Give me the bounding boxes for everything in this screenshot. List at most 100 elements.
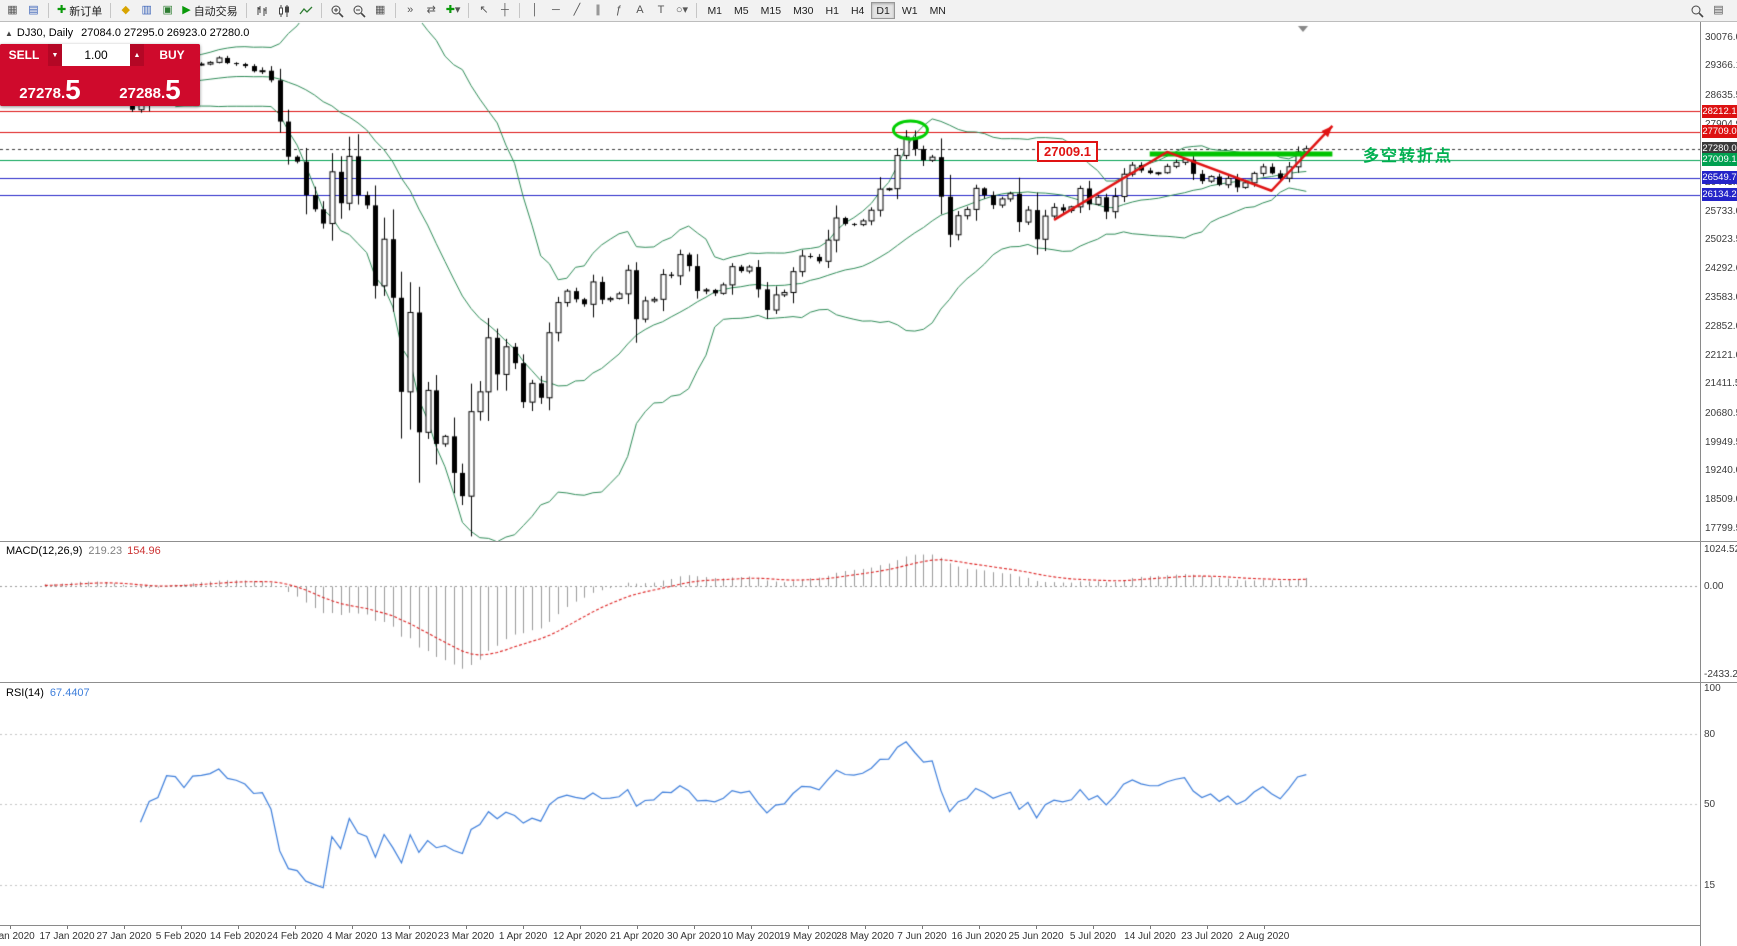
date-tick (67, 926, 68, 929)
timeframe-h4[interactable]: H4 (846, 2, 869, 19)
price-level-badge: 26549.7 (1702, 171, 1737, 185)
market-watch-icon: ◆ (121, 4, 130, 16)
date-axis-label: 17 Jan 2020 (39, 931, 95, 942)
turning-point-annotation[interactable]: 多空转折点 (1363, 148, 1454, 165)
rsi-splitter[interactable] (0, 682, 1737, 683)
profiles-icon: ▤ (28, 4, 39, 16)
toolbar-separator (245, 3, 247, 18)
timeframe-w1[interactable]: W1 (897, 2, 923, 19)
toolbar-separator (696, 3, 698, 18)
date-axis-label: 27 Jan 2020 (96, 931, 152, 942)
macd-splitter[interactable] (0, 541, 1737, 542)
horizontal-line-button[interactable]: ─ (546, 1, 565, 20)
price-axis-label: 18509.0 (1705, 494, 1737, 506)
new-chart-button[interactable]: ▦ (3, 1, 22, 20)
auto-scroll-button[interactable]: » (401, 1, 420, 20)
channel-button[interactable]: ∥ (588, 1, 607, 20)
label-button[interactable]: T (651, 1, 670, 20)
timeframe-mn[interactable]: MN (925, 2, 951, 19)
trendline-icon: ╱ (573, 4, 581, 16)
price-axis-label: 20680.5 (1705, 407, 1737, 419)
candlestick-type-button[interactable] (274, 1, 294, 20)
date-axis-label: 5 Feb 2020 (155, 931, 207, 942)
price-axis[interactable]: 30076.029366.128635.527904.927174.426443… (1700, 22, 1737, 946)
date-tick (922, 926, 923, 929)
popup-menu-button[interactable]: ▤ (1709, 1, 1728, 20)
navigator-icon: ▣ (162, 4, 173, 16)
date-axis-label: 1 Apr 2020 (498, 931, 548, 942)
chart-shift-button[interactable]: ⇄ (422, 1, 441, 20)
timeframe-d1[interactable]: D1 (871, 2, 895, 19)
price-axis-label: 21411.5 (1705, 378, 1737, 390)
line-chart-type-button[interactable] (296, 1, 316, 20)
rsi-name: RSI(14) (6, 687, 44, 699)
volume-decrement-button[interactable]: ▼ (48, 44, 62, 66)
price-level-badge: 27280.0 (1702, 142, 1737, 156)
vertical-line-icon: │ (531, 4, 539, 16)
macd-label: MACD(12,26,9) 219.23 154.96 (6, 545, 161, 557)
bar-chart-type-button[interactable] (252, 1, 272, 20)
toolbar-separator (48, 3, 49, 18)
zoom-in-button[interactable] (327, 1, 347, 20)
price-axis-label: 30076.0 (1705, 31, 1737, 43)
vertical-line-button[interactable]: │ (525, 1, 544, 20)
macd-axis-label: 0.00 (1704, 581, 1724, 593)
date-axis-label: 14 Feb 2020 (209, 931, 267, 942)
search-button[interactable] (1687, 1, 1707, 20)
shapes-icon: ○ (675, 4, 683, 16)
text-button[interactable]: A (630, 1, 649, 20)
auto-trading-button[interactable]: ▶ 自动交易 (179, 1, 240, 20)
buy-button[interactable]: BUY (144, 44, 200, 66)
timeframe-m5[interactable]: M5 (729, 2, 754, 19)
macd-axis-label: 1024.52 (1704, 544, 1737, 555)
tile-windows-icon: ▦ (374, 4, 386, 16)
sell-price-pips: 5 (65, 73, 81, 105)
sell-price: 27278. (19, 85, 66, 102)
price-axis-label: 27904.9 (1705, 119, 1737, 130)
profiles-button[interactable]: ▤ (24, 1, 43, 20)
shapes-button[interactable]: ○ ▾ (672, 1, 691, 20)
trendline-button[interactable]: ╱ (567, 1, 586, 20)
timeframe-h1[interactable]: H1 (821, 2, 844, 19)
rsi-axis-label: 50 (1704, 799, 1716, 810)
tile-windows-button[interactable]: ▦ (371, 1, 390, 20)
price-axis-label: 28635.5 (1705, 89, 1737, 101)
date-axis-label: 19 May 2020 (779, 931, 837, 942)
symbol-title: DJ30, Daily (16, 27, 74, 39)
timeframe-m15[interactable]: M15 (756, 2, 786, 19)
market-watch-button[interactable]: ◆ (116, 1, 135, 20)
price-level-badge: 26134.2 (1702, 188, 1737, 202)
navigator-button[interactable]: ▣ (158, 1, 177, 20)
timeframe-m1[interactable]: M1 (702, 2, 727, 19)
price-axis-label: 17799.5 (1705, 522, 1737, 534)
bar-chart-icon (257, 5, 267, 16)
data-window-button[interactable]: ▥ (137, 1, 156, 20)
price-axis-label: 23583.0 (1705, 291, 1737, 303)
date-tick (181, 926, 182, 929)
sell-price-button[interactable]: 27278. 5 (0, 66, 100, 106)
crosshair-button[interactable]: ┼ (495, 1, 514, 20)
fibonacci-button[interactable]: ƒ (609, 1, 628, 20)
zoom-out-button[interactable] (349, 1, 369, 20)
price-level-badge: 28212.1 (1702, 104, 1737, 118)
collapse-panel-icon[interactable]: ▲ (5, 28, 13, 38)
date-tick (1207, 926, 1208, 929)
new-order-button[interactable]: ✚ 新订单 (54, 1, 105, 20)
volume-increment-button[interactable]: ▲ (130, 44, 144, 66)
volume-input[interactable] (62, 44, 130, 66)
line-chart-icon (299, 6, 313, 14)
cursor-button[interactable]: ↖ (474, 1, 493, 20)
new-order-icon: ✚ (57, 4, 67, 16)
price-annotation-label[interactable]: 27009.1 (1037, 141, 1098, 162)
timeframe-m30[interactable]: M30 (788, 2, 818, 19)
date-axis-label: 21 Apr 2020 (610, 931, 664, 942)
date-tick (523, 926, 524, 929)
date-axis-label: 4 Mar 2020 (326, 931, 378, 942)
buy-price-button[interactable]: 27288. 5 (100, 66, 200, 106)
sell-button[interactable]: SELL (0, 44, 48, 66)
price-axis-label: 24292.6 (1705, 263, 1737, 275)
indicators-button[interactable]: ✚ ▾ (443, 1, 464, 20)
